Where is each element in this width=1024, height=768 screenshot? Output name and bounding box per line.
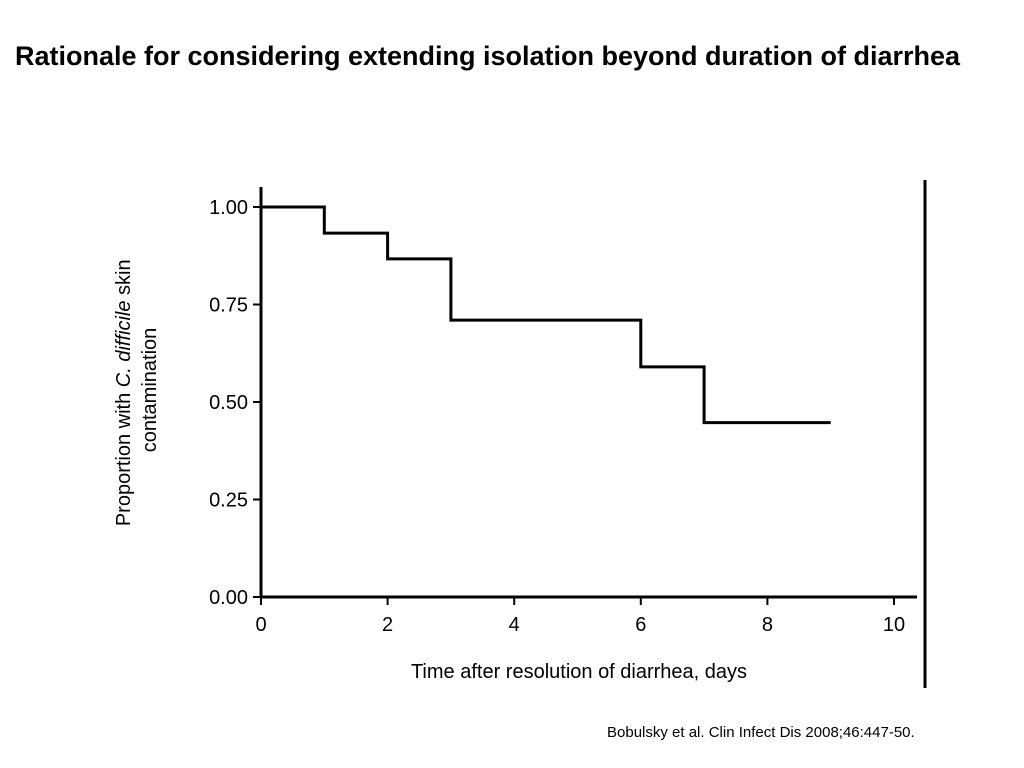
y-tick-label: 0.25 (209, 490, 248, 512)
slide-title: Rationale for considering extending isol… (14, 41, 961, 71)
plot-axes (259, 187, 917, 599)
y-axis-label-suffix: skin (113, 259, 135, 300)
y-axis-label-line2: contamination (139, 328, 161, 453)
y-tick-label: 0.00 (209, 587, 248, 609)
series-group (261, 205, 831, 425)
x-tick-label: 10 (883, 614, 905, 636)
citation: Bobulsky et al. Clin Infect Dis 2008;46:… (607, 724, 915, 741)
y-axis-label-italic: C. difficile (113, 301, 135, 388)
y-tick-label: 0.75 (209, 295, 248, 317)
x-axis-label: Time after resolution of diarrhea, days (411, 661, 747, 683)
y-axis-label-prefix: Proportion with (113, 387, 135, 526)
y-tick-label: 0.50 (209, 392, 248, 414)
tick-group: 0.00 0.25 0.50 0.75 1.00 0 2 4 6 8 10 (209, 197, 905, 636)
y-axis-label: Proportion with C. difficile skin contam… (113, 254, 161, 526)
x-tick-label: 2 (382, 614, 393, 636)
y-tick-label: 1.00 (209, 197, 248, 219)
x-tick-label: 4 (509, 614, 520, 636)
series-step-line (261, 205, 831, 425)
x-tick-label: 6 (635, 614, 646, 636)
x-tick-label: 0 (255, 614, 266, 636)
x-tick-label: 8 (762, 614, 773, 636)
